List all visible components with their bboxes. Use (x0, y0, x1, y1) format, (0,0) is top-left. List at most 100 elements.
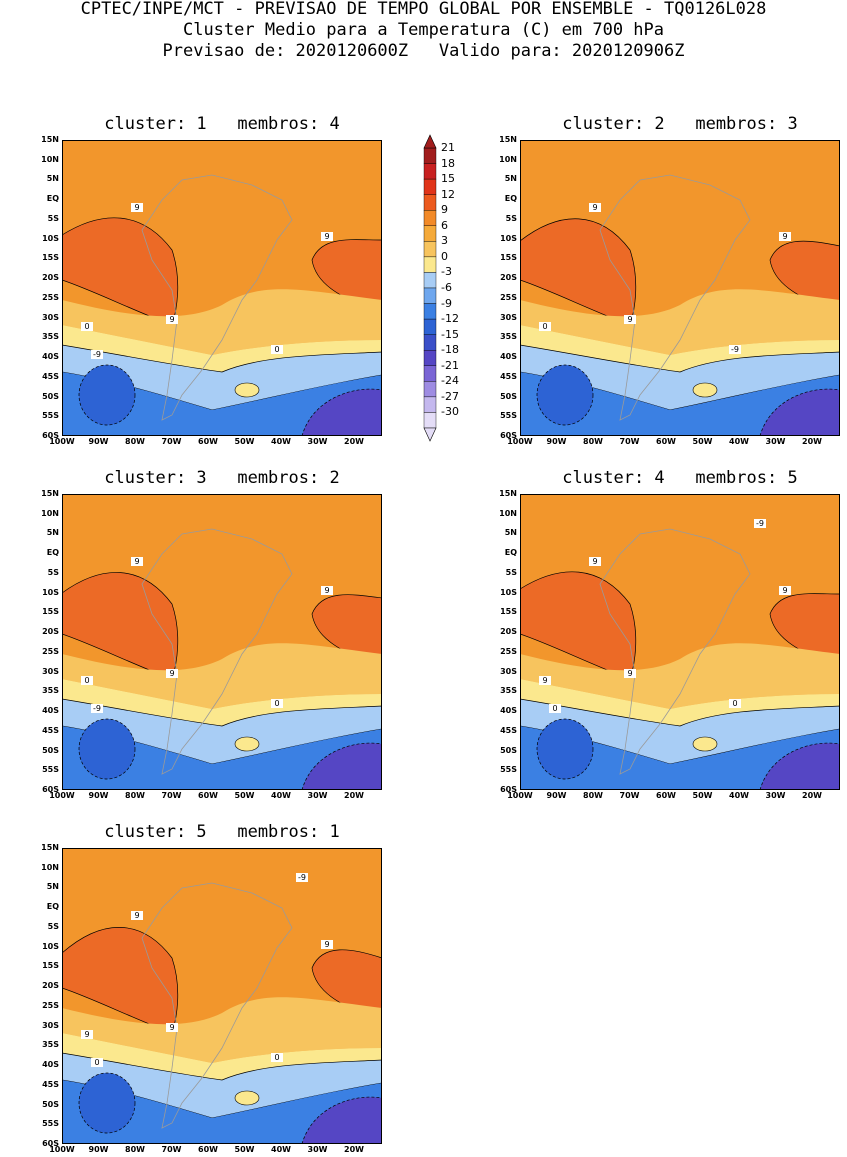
panel-title: cluster: 2 membros: 3 (562, 114, 798, 134)
lat-tick-label: 50S (42, 391, 59, 401)
lon-tick-label: 30W (307, 1145, 328, 1154)
lon-tick-label: 90W (88, 791, 109, 800)
lon-tick-label: 40W (729, 791, 749, 800)
lat-tick-label: 30S (500, 312, 517, 322)
lon-tick-label: 100W (49, 1145, 75, 1154)
lat-tick-label: 15S (500, 607, 517, 617)
lat-tick-label: 20S (42, 981, 59, 991)
lat-tick-label: 30S (42, 666, 59, 676)
contour-label: 9 (321, 232, 333, 241)
svg-text:9: 9 (324, 940, 329, 949)
lat-tick-label: 45S (42, 1079, 59, 1089)
lat-tick-label: 5N (46, 528, 59, 538)
lon-tick-label: 50W (234, 437, 255, 446)
lon-tick-label: 90W (546, 437, 567, 446)
lat-tick-label: 40S (42, 352, 59, 362)
lon-tick-label: 20W (344, 1145, 364, 1154)
contour-label: 9 (624, 669, 636, 678)
svg-text:9: 9 (169, 669, 174, 678)
svg-text:9: 9 (169, 1023, 174, 1032)
contour-label: 9 (321, 940, 333, 949)
lon-tick-label: 60W (198, 791, 218, 800)
lon-tick-label: 40W (729, 437, 749, 446)
lat-tick-label: 15S (42, 961, 59, 971)
colorbar-label: 6 (441, 218, 448, 232)
lat-tick-label: 25S (42, 1000, 59, 1010)
lat-tick-label: 50S (500, 745, 517, 755)
colorbar-label: 12 (441, 187, 455, 201)
lat-tick-label: 5N (504, 528, 517, 538)
lat-tick-label: 15N (41, 135, 59, 144)
colorbar-swatch (423, 210, 437, 226)
lon-tick-label: 90W (88, 1145, 109, 1154)
lat-tick-label: 10N (499, 508, 517, 518)
temperature-map: 9 9 9 0 0 -9 (62, 140, 382, 436)
lon-tick-label: 30W (307, 791, 328, 800)
lon-tick-label: 50W (692, 791, 713, 800)
lat-tick-label: 60S (42, 1139, 59, 1148)
colorbar-label: -12 (441, 312, 459, 326)
colorbar-label: 9 (441, 203, 448, 217)
svg-text:9: 9 (782, 586, 787, 595)
colorbar-swatch (423, 287, 437, 304)
lon-tick-label: 70W (619, 791, 640, 800)
contour-label: 9 (166, 669, 178, 678)
map-panel: 9 9 9 9 0 0 -9 (62, 848, 382, 1144)
lat-tick-label: 10S (42, 941, 59, 951)
colorbar-label: -24 (441, 374, 459, 388)
lon-tick-label: 100W (49, 791, 75, 800)
lat-tick-label: 15S (500, 253, 517, 263)
lon-tick-label: 30W (765, 437, 786, 446)
lon-tick-label: 60W (656, 437, 676, 446)
temperature-map: 9 9 9 0 -9 (520, 140, 840, 436)
lon-tick-label: 80W (583, 437, 603, 446)
lat-tick-label: 55S (42, 765, 59, 775)
svg-text:-9: -9 (93, 704, 101, 713)
svg-text:0: 0 (274, 1053, 279, 1062)
lat-tick-label: 20S (42, 627, 59, 637)
contour-label: 9 (131, 557, 143, 566)
svg-text:-9: -9 (756, 519, 764, 528)
lat-tick-label: 40S (500, 352, 517, 362)
map-panel: 9 9 9 9 0 0 -9 (520, 494, 840, 790)
lat-tick-label: 5N (46, 174, 59, 184)
lat-tick-label: 5N (46, 882, 59, 892)
contour-label: -9 (729, 345, 741, 354)
colorbar-swatch (423, 350, 437, 366)
contour-label: -9 (91, 350, 103, 359)
map-panel: 9 9 9 0 0 -9 (62, 140, 382, 436)
lat-tick-label: 40S (42, 1060, 59, 1070)
contour-label: -9 (754, 519, 766, 528)
lon-tick-label: 30W (307, 437, 328, 446)
lon-tick-label: 50W (692, 437, 713, 446)
colorbar-swatch (423, 256, 437, 273)
lat-tick-label: 15S (42, 607, 59, 617)
svg-text:9: 9 (84, 1030, 89, 1039)
lat-tick-label: 5S (505, 213, 517, 223)
contour-label: 0 (271, 1053, 283, 1062)
colorbar-swatch (423, 396, 437, 413)
svg-text:9: 9 (592, 557, 597, 566)
colorbar-label: -18 (441, 343, 459, 357)
lon-tick-label: 90W (88, 437, 109, 446)
lat-tick-label: 35S (500, 686, 517, 696)
lat-tick-label: EQ (504, 194, 517, 204)
temperature-map: 9 9 9 9 0 0 -9 (520, 494, 840, 790)
svg-text:9: 9 (324, 232, 329, 241)
colorbar-label: -6 (441, 281, 452, 294)
svg-text:9: 9 (592, 203, 597, 212)
lat-tick-label: 20S (500, 627, 517, 637)
lat-tick-label: EQ (46, 548, 59, 558)
lat-tick-label: 35S (500, 332, 517, 342)
contour-label: 0 (729, 699, 741, 708)
lat-tick-label: 10N (499, 154, 517, 164)
lat-tick-label: 60S (500, 431, 517, 440)
lat-tick-label: 20S (500, 273, 517, 283)
lat-tick-label: 10S (42, 587, 59, 597)
lat-tick-label: 5S (47, 921, 59, 931)
svg-text:-9: -9 (298, 873, 306, 882)
lat-tick-label: 5N (504, 174, 517, 184)
svg-text:0: 0 (552, 704, 557, 713)
colorbar-swatch (423, 194, 437, 211)
panel-title: cluster: 4 membros: 5 (562, 468, 798, 488)
